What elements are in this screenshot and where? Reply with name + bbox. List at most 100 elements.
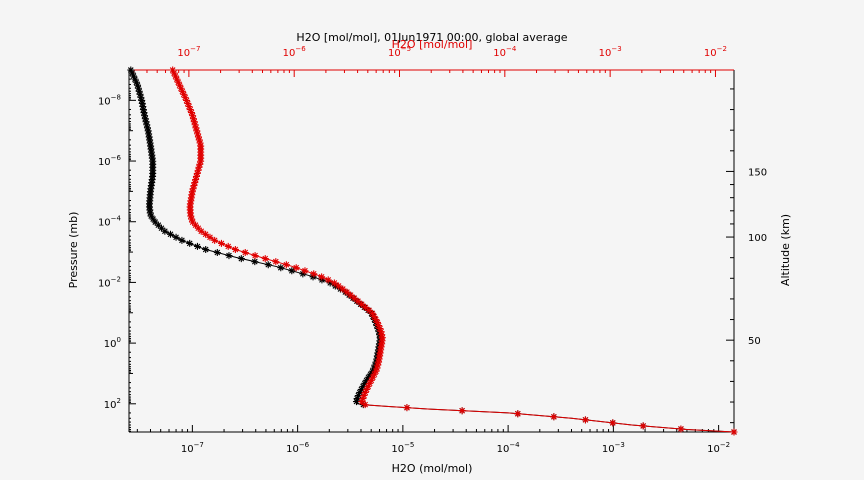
series-point	[169, 66, 177, 74]
series-point	[171, 72, 179, 80]
series-point	[375, 358, 383, 366]
series-point	[282, 261, 290, 269]
series-point	[196, 160, 204, 168]
series-point	[191, 221, 199, 229]
y-tick-label: 10−4	[98, 215, 122, 229]
series-point	[176, 81, 184, 89]
series-point	[301, 267, 309, 275]
series-point	[370, 370, 378, 378]
series-point	[147, 212, 155, 220]
series-point	[178, 236, 186, 244]
series-point	[192, 172, 200, 180]
series-point	[141, 115, 149, 123]
series-point	[185, 103, 193, 111]
series-point	[196, 139, 204, 147]
top-x-tick-label: 10−2	[704, 45, 727, 59]
series-point	[251, 258, 259, 266]
series-point	[213, 249, 221, 257]
series-point	[292, 264, 300, 272]
series-point	[358, 300, 366, 308]
series-point	[375, 355, 383, 363]
series-point	[374, 361, 382, 369]
series-point	[310, 270, 318, 278]
series-point	[237, 255, 245, 263]
series-point	[370, 312, 378, 320]
series-point	[140, 109, 148, 117]
series-point	[191, 121, 199, 129]
series-point	[361, 388, 369, 396]
top-x-axis-label: H2O [mol/mol]	[392, 38, 473, 51]
series-point	[136, 90, 144, 98]
series-point	[192, 124, 200, 132]
series-point	[359, 395, 367, 403]
series-point	[170, 69, 178, 77]
series-point	[130, 72, 138, 80]
series-point	[132, 78, 140, 86]
series-point	[581, 416, 589, 424]
series-point	[187, 109, 195, 117]
series-point	[177, 84, 185, 92]
series-point	[299, 270, 307, 278]
series-point	[373, 318, 381, 326]
series-point	[330, 279, 338, 287]
series-point	[154, 221, 162, 229]
series-point	[365, 306, 373, 314]
x-tick-label: 10−3	[602, 441, 625, 455]
series-point	[138, 96, 146, 104]
series-point	[211, 236, 219, 244]
series-point	[347, 291, 355, 299]
top-x-tick-label: 10−4	[493, 45, 517, 59]
series-point	[192, 176, 200, 184]
series-point	[186, 239, 194, 247]
series-point	[609, 419, 617, 427]
series-point	[376, 325, 384, 333]
series-point	[261, 255, 269, 263]
plot-area: 10−7 10−7 10−6 10−6 10−5 10−5 10−4 10−4 10−3 10−3…	[98, 45, 767, 455]
series-point	[677, 425, 685, 433]
x-tick-label: 10−6	[286, 441, 310, 455]
series-point	[458, 407, 466, 415]
series-point	[173, 75, 181, 83]
series-point	[369, 373, 377, 381]
series-point	[194, 166, 202, 174]
series-point	[194, 130, 202, 138]
series-point	[375, 322, 383, 330]
y-tick-label: 10−6	[98, 154, 122, 168]
series-point	[186, 106, 194, 114]
series-point	[181, 93, 189, 101]
series-point	[241, 249, 249, 257]
series-point	[180, 90, 188, 98]
series-point	[366, 379, 374, 387]
series-point	[372, 367, 380, 375]
altitude-tick-label: 50	[748, 336, 761, 347]
y-tick-label: 102	[104, 397, 121, 411]
series-point	[357, 385, 365, 393]
series-point	[172, 233, 180, 241]
series-point	[197, 157, 205, 165]
series-point	[231, 245, 239, 253]
series-point	[350, 294, 358, 302]
series-point	[138, 99, 146, 107]
series-point	[514, 410, 522, 418]
series-point	[639, 422, 647, 430]
series-point	[161, 227, 169, 235]
series-point	[193, 242, 201, 250]
series-point	[367, 376, 375, 384]
series-point	[378, 331, 386, 339]
series-point	[190, 182, 198, 190]
x-tick-label: 10−7	[181, 441, 204, 455]
series-point	[364, 373, 372, 381]
series-point	[356, 388, 364, 396]
x-tick-label: 10−5	[391, 441, 414, 455]
series-point	[343, 288, 351, 296]
y-axis-label: Pressure (mb)	[67, 212, 80, 289]
series-point	[137, 93, 145, 101]
x-tick-label: 10−4	[497, 441, 521, 455]
series-point	[184, 99, 192, 107]
y-tick-label: 10−2	[98, 275, 121, 289]
series-point	[157, 224, 165, 232]
series-point	[352, 398, 360, 406]
series-point	[309, 273, 317, 281]
x-tick-label: 10−2	[707, 441, 730, 455]
series-point	[128, 69, 136, 77]
